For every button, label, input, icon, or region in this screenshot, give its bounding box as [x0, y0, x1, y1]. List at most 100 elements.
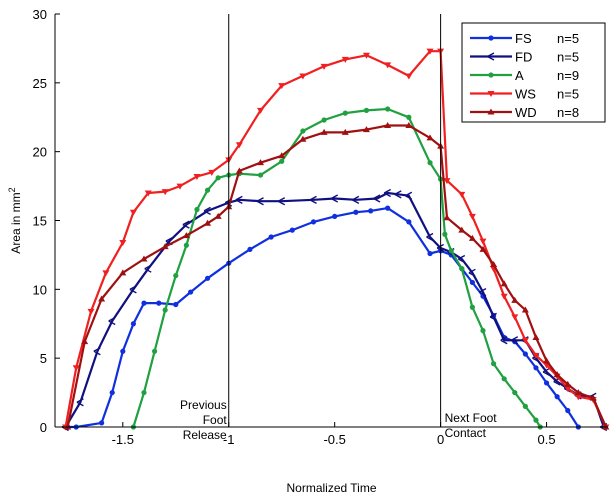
data-point-ws	[443, 178, 451, 185]
data-point-ws	[235, 142, 243, 149]
data-point-ws	[458, 191, 466, 198]
data-point-fs	[109, 389, 115, 396]
y-tick-label: 0	[40, 420, 47, 435]
data-point-wd	[384, 122, 392, 129]
x-tick-label: -1	[223, 432, 235, 447]
data-point-fd	[182, 220, 190, 229]
y-tick-label: 10	[33, 282, 47, 297]
x-tick-label: -1.5	[112, 432, 134, 447]
y-axis-title: Area in mm2	[7, 187, 23, 253]
data-point-fs	[353, 209, 359, 215]
data-point-fd	[405, 191, 413, 200]
y-axis-title-superscript: 2	[7, 187, 17, 192]
data-point-wd	[140, 255, 148, 262]
data-point-ws	[208, 169, 216, 176]
data-point-fd	[479, 287, 487, 297]
data-point-wd	[119, 269, 127, 276]
data-point-fs	[310, 219, 317, 225]
data-point-wd	[468, 234, 476, 241]
legend-item-wd: WD n=8	[470, 105, 579, 120]
data-point-fs	[289, 227, 295, 233]
data-point-a	[183, 242, 189, 248]
data-point-fd	[489, 312, 497, 321]
y-axis-title-text: Area in mm	[9, 192, 23, 253]
data-point-ws	[564, 385, 572, 392]
data-point-a	[363, 107, 370, 113]
legend-series-name: FD	[515, 50, 532, 65]
data-point-fs	[385, 205, 391, 211]
data-point-ws	[257, 107, 265, 114]
legend-box	[461, 22, 606, 123]
data-point-ws	[129, 209, 137, 216]
data-point-ws	[299, 73, 307, 80]
data-point-wd	[500, 280, 508, 287]
y-tick-label: 15	[33, 214, 47, 229]
data-point-fd	[309, 195, 317, 204]
data-point-fd	[93, 347, 101, 356]
data-point-a	[141, 389, 147, 396]
data-point-ws	[87, 308, 95, 315]
data-point-wd	[81, 338, 89, 345]
legend-series-name: WD	[515, 105, 537, 120]
data-point-a	[204, 187, 211, 193]
data-point-fd	[129, 285, 137, 294]
next-foot-contact-label: Contact	[445, 426, 487, 440]
series-a	[130, 106, 543, 430]
data-point-a	[151, 348, 158, 354]
legend-marker	[488, 35, 494, 41]
data-point-fs	[543, 380, 550, 386]
data-point-wd	[589, 394, 597, 401]
data-point-wd	[257, 159, 265, 166]
data-point-wd	[426, 134, 434, 141]
data-point-ws	[384, 62, 392, 69]
data-point-wd	[204, 219, 212, 226]
data-point-fs	[188, 289, 194, 295]
previous-foot-release-label: Foot	[203, 413, 228, 427]
data-point-fd	[256, 197, 264, 206]
x-tick-label: 0	[437, 432, 444, 447]
data-point-ws	[320, 63, 328, 70]
previous-foot-release-label: Previous	[180, 398, 227, 412]
data-point-a	[279, 158, 285, 164]
data-point-fs	[204, 275, 211, 281]
series-line-wd	[66, 124, 607, 428]
data-point-wd	[405, 122, 413, 129]
data-point-fd	[352, 195, 360, 204]
data-point-fd	[373, 194, 381, 203]
data-point-ws	[193, 173, 201, 180]
data-point-a	[448, 248, 454, 254]
data-point-a	[459, 266, 465, 272]
data-point-ws	[468, 213, 476, 220]
data-point-ws	[405, 73, 413, 80]
x-tick-label: 0.5	[538, 432, 556, 447]
legend-item-fs: FS n=5	[470, 31, 579, 46]
data-point-wd	[182, 232, 190, 239]
data-point-fd	[383, 188, 391, 198]
data-point-wd	[278, 152, 286, 159]
data-point-a	[257, 172, 264, 178]
data-point-fd	[394, 190, 402, 199]
legend-series-count: n=5	[557, 31, 579, 46]
data-point-wd	[490, 261, 498, 268]
legend-series-name: FS	[515, 31, 532, 46]
data-point-fs	[130, 321, 136, 327]
data-point-a	[300, 128, 306, 134]
data-point-fs	[156, 300, 162, 306]
data-point-a	[480, 328, 486, 334]
legend-series-count: n=8	[557, 105, 579, 120]
data-point-a	[321, 117, 327, 123]
axes: 0 5 10 15 20 25 30 -1.5 -1 -0.5 0 0.5 Normalized Tim…	[7, 7, 608, 495]
data-point-fs	[268, 234, 274, 240]
legend-item-fd: FD n=5	[470, 50, 579, 65]
data-point-ws	[144, 190, 152, 197]
data-point-ws	[161, 189, 169, 196]
data-point-a	[490, 361, 497, 367]
data-point-a	[215, 175, 221, 181]
data-point-a	[522, 403, 528, 409]
previous-foot-release-label: Release	[183, 428, 227, 442]
data-point-wd	[511, 296, 519, 303]
data-point-ws	[521, 337, 529, 344]
data-point-a	[385, 106, 391, 112]
legend-marker	[487, 108, 495, 115]
data-point-fs	[99, 420, 105, 426]
